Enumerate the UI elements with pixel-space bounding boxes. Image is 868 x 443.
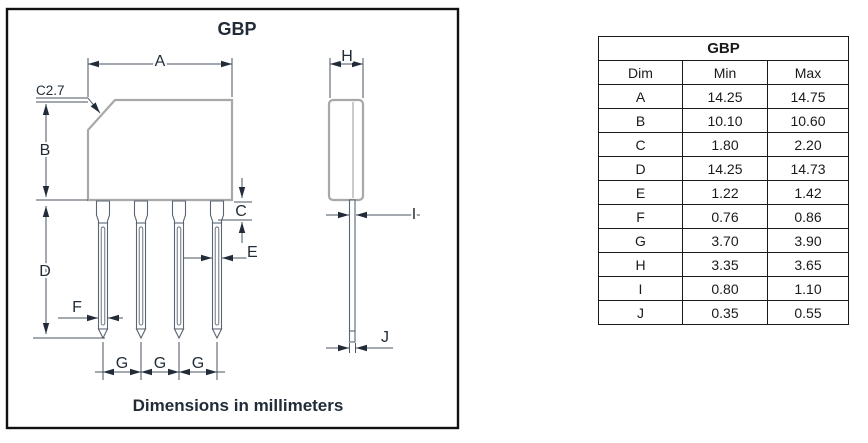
dim-label-d: D [39, 263, 51, 280]
min-cell: 1.80 [682, 132, 768, 157]
dim-cell: A [598, 84, 683, 109]
max-cell: 0.55 [767, 300, 849, 325]
dimension-lines [33, 58, 420, 380]
table-title: GBP [598, 36, 849, 61]
dim-label-b: B [40, 142, 51, 159]
dim-cell: I [598, 276, 683, 301]
min-cell: 14.25 [682, 156, 768, 181]
table-row: G 3.70 3.90 [598, 228, 849, 253]
dim-label-g2: G [154, 355, 166, 372]
lead-3 [171, 200, 187, 339]
min-cell: 3.35 [682, 252, 768, 277]
min-cell: 10.10 [682, 108, 768, 133]
min-cell: 1.22 [682, 180, 768, 205]
table-row: I 0.80 1.10 [598, 276, 849, 301]
table-row: H 3.35 3.65 [598, 252, 849, 277]
max-cell: 0.86 [767, 204, 849, 229]
package-body-front [86, 98, 234, 202]
dim-label-f: F [72, 299, 82, 316]
dim-cell: G [598, 228, 683, 253]
dim-cell: C [598, 132, 683, 157]
max-cell: 1.42 [767, 180, 849, 205]
table-row: D 14.25 14.73 [598, 156, 849, 181]
lead-2 [133, 200, 149, 339]
table-row: F 0.76 0.86 [598, 204, 849, 229]
dim-label-a: A [155, 53, 166, 70]
dim-label-i: I [412, 206, 416, 223]
lead-4 [209, 200, 225, 339]
max-cell: 14.75 [767, 84, 849, 109]
lead-side [348, 199, 356, 343]
dim-cell: B [598, 108, 683, 133]
dim-label-g1: G [116, 355, 128, 372]
dim-cell: E [598, 180, 683, 205]
table-row: E 1.22 1.42 [598, 180, 849, 205]
col-header-max: Max [767, 60, 849, 85]
max-cell: 10.60 [767, 108, 849, 133]
col-header-dim: Dim [598, 60, 683, 85]
min-cell: 3.70 [682, 228, 768, 253]
min-cell: 0.35 [682, 300, 768, 325]
dim-cell: F [598, 204, 683, 229]
table-title-row: GBP [598, 36, 849, 61]
dim-cell: J [598, 300, 683, 325]
table-header-row: Dim Min Max [598, 60, 849, 85]
drawing-caption: Dimensions in millimeters [133, 396, 344, 415]
lead-1 [95, 200, 111, 339]
max-cell: 3.90 [767, 228, 849, 253]
side-view [327, 98, 365, 343]
dim-cell: H [598, 252, 683, 277]
min-cell: 0.80 [682, 276, 768, 301]
dim-label-h: H [341, 48, 353, 65]
max-cell: 2.20 [767, 132, 849, 157]
min-cell: 0.76 [682, 204, 768, 229]
dim-label-e: E [247, 244, 258, 261]
package-body-side [327, 98, 365, 202]
max-cell: 3.65 [767, 252, 849, 277]
table-row: B 10.10 10.60 [598, 108, 849, 133]
dim-label-j: J [381, 329, 389, 346]
table-row: C 1.80 2.20 [598, 132, 849, 157]
dim-cell: D [598, 156, 683, 181]
drawing-title: GBP [217, 19, 256, 39]
dim-label-c: C [235, 203, 247, 220]
min-cell: 14.25 [682, 84, 768, 109]
dimensions-table: GBP Dim Min Max A 14.25 14.75 B 10.10 10… [598, 36, 849, 325]
col-header-min: Min [682, 60, 768, 85]
front-view [86, 98, 234, 339]
table-row: J 0.35 0.55 [598, 300, 849, 325]
max-cell: 1.10 [767, 276, 849, 301]
max-cell: 14.73 [767, 156, 849, 181]
dim-label-g3: G [192, 355, 204, 372]
chamfer-note: C2.7 [36, 83, 65, 98]
table-row: A 14.25 14.75 [598, 84, 849, 109]
